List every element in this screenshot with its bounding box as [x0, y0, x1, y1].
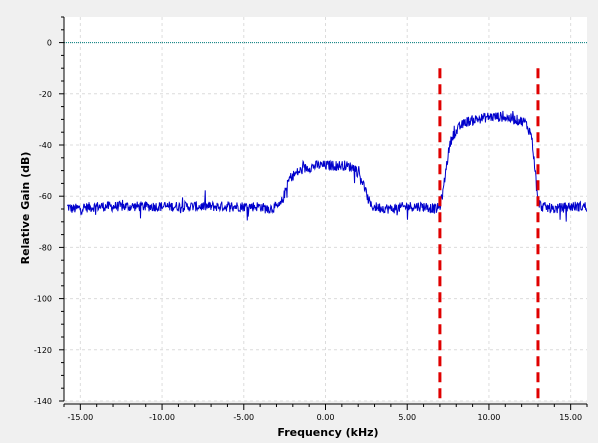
y-tick-label: -120 [34, 346, 52, 355]
axis-ticks: 0 -20 -40 -60 -80 -100 -120 -140 -15.00 -10.00 -5.… [34, 39, 582, 422]
y-axis-title: Relative Gain (dB) [19, 152, 32, 265]
y-tick-label: -140 [34, 397, 52, 406]
y-tick-label: -20 [39, 90, 52, 99]
x-tick-label: -5.00 [233, 413, 254, 422]
x-tick-label: 5.00 [398, 413, 416, 422]
x-tick-label: -10.00 [149, 413, 175, 422]
y-tick-label: -80 [39, 243, 52, 252]
x-tick-label: -15.00 [67, 413, 93, 422]
x-tick-label: 10.00 [477, 413, 500, 422]
bandwidth-markers [438, 68, 540, 401]
x-axis-title: Frequency (kHz) [277, 426, 378, 439]
series-trace [66, 110, 588, 222]
x-tick-label: 0.00 [317, 413, 335, 422]
y-tick-label: -40 [39, 141, 52, 150]
y-tick-label: -60 [39, 192, 52, 201]
x-tick-label: 15.00 [559, 413, 582, 422]
y-tick-label: -100 [34, 295, 52, 304]
y-tick-label: 0 [47, 39, 52, 48]
